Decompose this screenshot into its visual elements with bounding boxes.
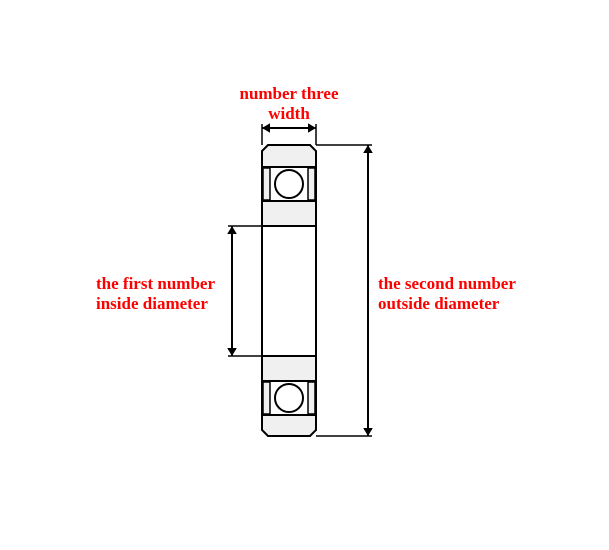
label-inside: the first number inside diameter <box>96 274 215 315</box>
label-outside: the second number outside diameter <box>378 274 516 315</box>
label-outside-line2: outside diameter <box>378 294 499 313</box>
bearing-diagram <box>0 0 609 550</box>
label-width-line1: number three <box>239 84 338 103</box>
label-inside-line1: the first number <box>96 274 215 293</box>
label-outside-line1: the second number <box>378 274 516 293</box>
label-width-line2: width <box>268 104 310 123</box>
label-inside-line2: inside diameter <box>96 294 208 313</box>
label-width: number three width <box>225 84 353 125</box>
